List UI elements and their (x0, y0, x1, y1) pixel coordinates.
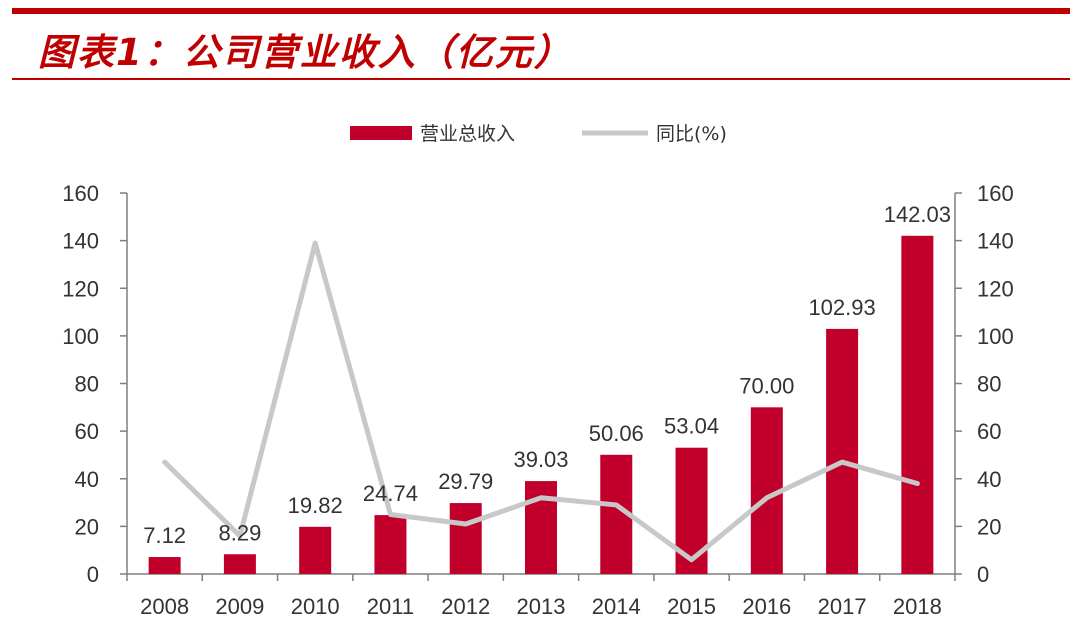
legend-label-line: 同比(%) (656, 123, 727, 145)
bar (223, 554, 256, 574)
right-tick-label: 140 (977, 229, 1014, 254)
x-tick-label: 2011 (367, 594, 414, 619)
x-tick-label: 2015 (667, 594, 716, 619)
bar (826, 328, 859, 574)
right-tick-label: 160 (977, 181, 1014, 206)
bar-data-label: 70.00 (739, 373, 794, 398)
x-tick-label: 2018 (893, 594, 942, 619)
left-tick-label: 60 (75, 419, 99, 444)
bar-data-label: 29.79 (438, 469, 493, 494)
x-tick-label: 2014 (592, 594, 641, 619)
bar-data-label: 8.29 (218, 520, 261, 545)
left-tick-label: 0 (87, 562, 99, 587)
left-tick-label: 80 (75, 372, 99, 397)
bar-data-label: 39.03 (513, 447, 568, 472)
bar (148, 557, 181, 574)
left-tick-label: 100 (62, 324, 99, 349)
bar (525, 481, 557, 574)
left-tick-label: 120 (62, 276, 99, 301)
right-tick-label: 60 (977, 419, 1001, 444)
axes: 0 20 40 60 80 100 120 140 160 0 20 40 60 80 100 120 140 1… (62, 181, 1013, 619)
bar-data-label: 19.82 (288, 493, 343, 518)
bar (299, 526, 332, 574)
right-tick-label: 120 (977, 276, 1014, 301)
header-top-rule (12, 8, 1070, 14)
bar (675, 447, 708, 574)
right-tick-label: 80 (977, 372, 1001, 397)
figure-title: 图表1：公司营业收入（亿元） (38, 31, 573, 74)
x-tick-label: 2013 (517, 594, 566, 619)
bar-data-label: 50.06 (589, 421, 644, 446)
bar-data-label: 142.03 (884, 202, 951, 227)
bar-data-label: 102.93 (808, 295, 875, 320)
legend-swatch-bar (350, 126, 412, 140)
x-tick-label: 2012 (441, 594, 490, 619)
right-tick-label: 0 (977, 562, 989, 587)
line-series (162, 240, 920, 563)
bar-data-label: 53.04 (664, 414, 719, 439)
x-tick-label: 2017 (818, 594, 867, 619)
legend-label-bar: 营业总收入 (420, 123, 515, 145)
legend: 营业总收入 同比(%) (350, 123, 727, 145)
bar (374, 515, 407, 574)
right-tick-label: 100 (977, 324, 1014, 349)
x-tick-label: 2010 (291, 594, 340, 619)
bar-data-label: 7.12 (143, 523, 186, 548)
bar (449, 503, 482, 574)
data-labels: 7.12 8.29 19.82 24.74 29.79 39.03 50.06 53.04 70… (143, 202, 951, 548)
left-tick-label: 20 (75, 514, 99, 539)
bar-series (148, 235, 934, 574)
bar (901, 235, 934, 574)
header-bottom-rule (12, 78, 1070, 80)
right-tick-label: 20 (977, 514, 1001, 539)
x-tick-label: 2009 (215, 594, 264, 619)
x-tick-label: 2008 (140, 594, 189, 619)
left-tick-label: 160 (62, 181, 99, 206)
right-tick-label: 40 (977, 467, 1001, 492)
x-tick-label: 2016 (742, 594, 791, 619)
left-tick-label: 140 (62, 229, 99, 254)
bar-data-label: 24.74 (363, 481, 418, 506)
left-tick-label: 40 (75, 467, 99, 492)
